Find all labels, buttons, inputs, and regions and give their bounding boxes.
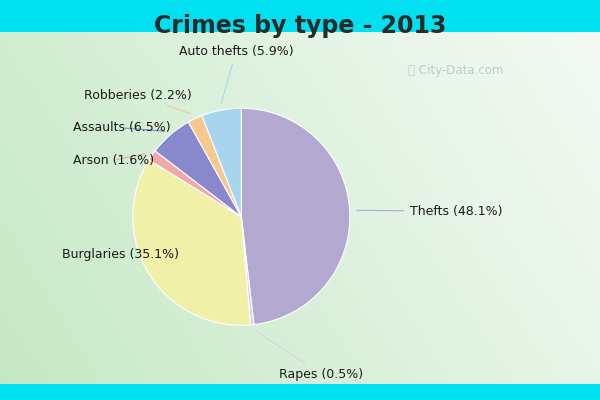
Text: Thefts (48.1%): Thefts (48.1%): [357, 205, 502, 218]
Wedge shape: [188, 116, 241, 217]
Wedge shape: [241, 217, 254, 325]
Text: Assaults (6.5%): Assaults (6.5%): [73, 121, 171, 134]
Wedge shape: [155, 122, 241, 217]
Text: Rapes (0.5%): Rapes (0.5%): [255, 331, 364, 381]
Text: Robberies (2.2%): Robberies (2.2%): [84, 89, 192, 114]
Text: ⓘ City-Data.com: ⓘ City-Data.com: [408, 64, 503, 77]
Text: Auto thefts (5.9%): Auto thefts (5.9%): [179, 45, 293, 103]
Text: Burglaries (35.1%): Burglaries (35.1%): [62, 248, 179, 274]
Text: Crimes by type - 2013: Crimes by type - 2013: [154, 14, 446, 38]
Text: Arson (1.6%): Arson (1.6%): [73, 154, 154, 167]
Wedge shape: [241, 108, 350, 324]
Wedge shape: [133, 160, 251, 325]
Wedge shape: [202, 108, 241, 217]
Wedge shape: [149, 151, 241, 217]
